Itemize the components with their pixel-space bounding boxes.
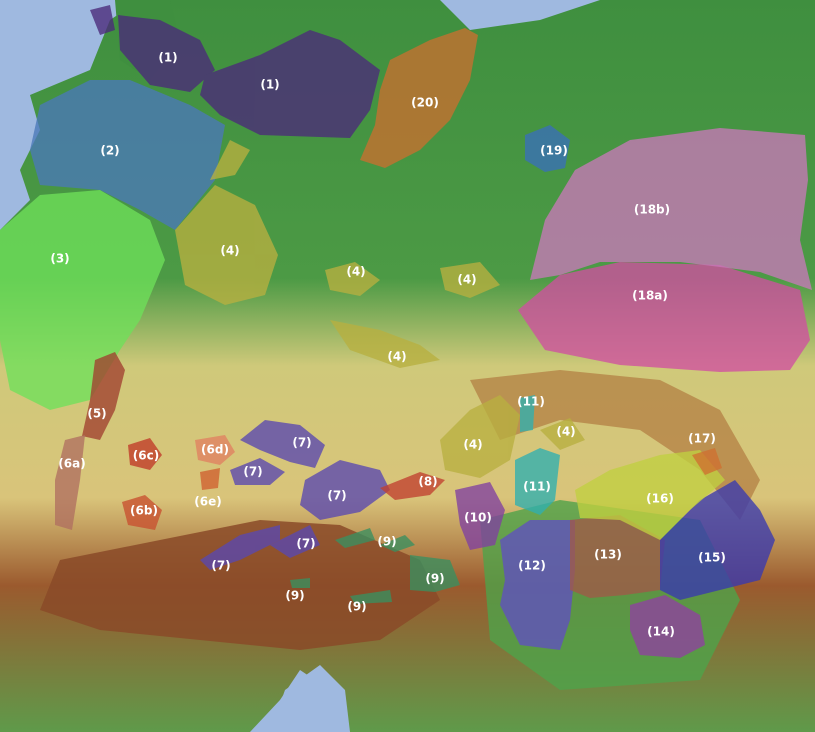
label-9: (9)	[425, 572, 444, 586]
zone-shape	[440, 395, 520, 478]
zone-16[interactable]	[575, 450, 725, 540]
zone-shape	[210, 140, 250, 180]
label-7: (7)	[327, 489, 346, 503]
zone-2[interactable]	[30, 80, 225, 230]
zone-shape	[540, 418, 585, 450]
zone-labels: (1) (1) (2) (3) (4) (4) (4) (4) (4) (4) …	[50, 51, 726, 639]
adriatic-sea	[270, 665, 350, 732]
zone-shape	[300, 460, 390, 520]
label-7: (7)	[211, 559, 230, 573]
zone-13[interactable]	[570, 515, 665, 598]
zone-shape	[380, 535, 415, 552]
label-17: (17)	[688, 432, 716, 446]
zone-shape	[440, 262, 500, 298]
zone-shape	[118, 15, 215, 92]
zone-shape	[520, 395, 535, 432]
label-4: (4)	[220, 244, 239, 258]
zone-18a[interactable]	[518, 262, 810, 372]
zone-8[interactable]	[380, 472, 445, 500]
zone-6e[interactable]	[200, 468, 220, 490]
label-7: (7)	[296, 537, 315, 551]
label-4: (4)	[346, 265, 365, 279]
zone-15[interactable]	[660, 480, 775, 600]
zone-10[interactable]	[455, 482, 505, 550]
label-6c: (6c)	[133, 449, 159, 463]
zone-4[interactable]	[175, 140, 585, 478]
zone-20[interactable]	[360, 28, 478, 168]
label-5: (5)	[87, 407, 106, 421]
label-12: (12)	[518, 559, 546, 573]
label-9: (9)	[347, 600, 366, 614]
zone-shape	[290, 578, 310, 588]
label-19: (19)	[540, 144, 568, 158]
label-6a: (6a)	[58, 457, 85, 471]
label-6e: (6e)	[194, 495, 221, 509]
label-18a: (18a)	[632, 289, 668, 303]
label-6b: (6b)	[130, 504, 158, 518]
zone-shape	[240, 420, 325, 468]
label-6d: (6d)	[201, 443, 229, 457]
zone-17[interactable]	[692, 448, 722, 475]
zone-6a[interactable]	[55, 435, 85, 530]
zone-shape	[325, 262, 380, 296]
zone-14[interactable]	[630, 595, 705, 658]
zone-6b[interactable]	[122, 495, 162, 530]
zone-shape	[200, 30, 380, 138]
label-1: (1)	[158, 51, 177, 65]
zone-1[interactable]	[90, 5, 380, 138]
alps	[40, 520, 440, 650]
label-1: (1)	[260, 78, 279, 92]
label-15: (15)	[698, 551, 726, 565]
label-4: (4)	[457, 273, 476, 287]
label-8: (8)	[418, 475, 437, 489]
label-7: (7)	[292, 436, 311, 450]
zone-shape	[350, 590, 392, 604]
zone-shape	[270, 525, 320, 558]
zone-5[interactable]	[82, 352, 125, 440]
label-11: (11)	[517, 395, 545, 409]
zone-19[interactable]	[525, 125, 570, 172]
zone-3[interactable]	[0, 190, 165, 410]
zone-18b[interactable]	[530, 128, 812, 290]
zone-11[interactable]	[515, 395, 560, 515]
label-4: (4)	[463, 438, 482, 452]
zone-9[interactable]	[290, 528, 460, 604]
carpathians	[470, 370, 760, 520]
label-20: (20)	[411, 96, 439, 110]
label-4: (4)	[387, 350, 406, 364]
label-2: (2)	[100, 144, 119, 158]
label-18b: (18b)	[634, 203, 670, 217]
label-13: (13)	[594, 548, 622, 562]
label-3: (3)	[50, 252, 69, 266]
zone-7[interactable]	[200, 420, 390, 570]
label-4: (4)	[556, 425, 575, 439]
zone-shape	[330, 320, 440, 368]
label-14: (14)	[647, 625, 675, 639]
zone-shape	[90, 5, 115, 35]
zone-shape	[200, 525, 280, 570]
zone-shape	[175, 185, 278, 305]
zone-12[interactable]	[500, 520, 575, 650]
zone-6d[interactable]	[195, 435, 235, 465]
label-16: (16)	[646, 492, 674, 506]
label-10: (10)	[464, 511, 492, 525]
label-9: (9)	[285, 589, 304, 603]
zone-shape	[335, 528, 375, 548]
zone-6c[interactable]	[128, 438, 162, 470]
label-9: (9)	[377, 535, 396, 549]
label-7: (7)	[243, 465, 262, 479]
zone-shape	[515, 448, 560, 515]
zone-shape	[230, 458, 285, 485]
zone-shape	[410, 555, 460, 592]
label-11: (11)	[523, 480, 551, 494]
